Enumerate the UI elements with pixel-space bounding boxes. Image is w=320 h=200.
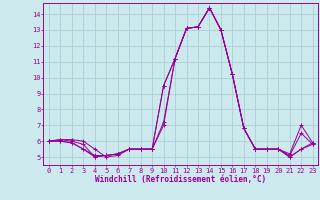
X-axis label: Windchill (Refroidissement éolien,°C): Windchill (Refroidissement éolien,°C)	[95, 175, 266, 184]
